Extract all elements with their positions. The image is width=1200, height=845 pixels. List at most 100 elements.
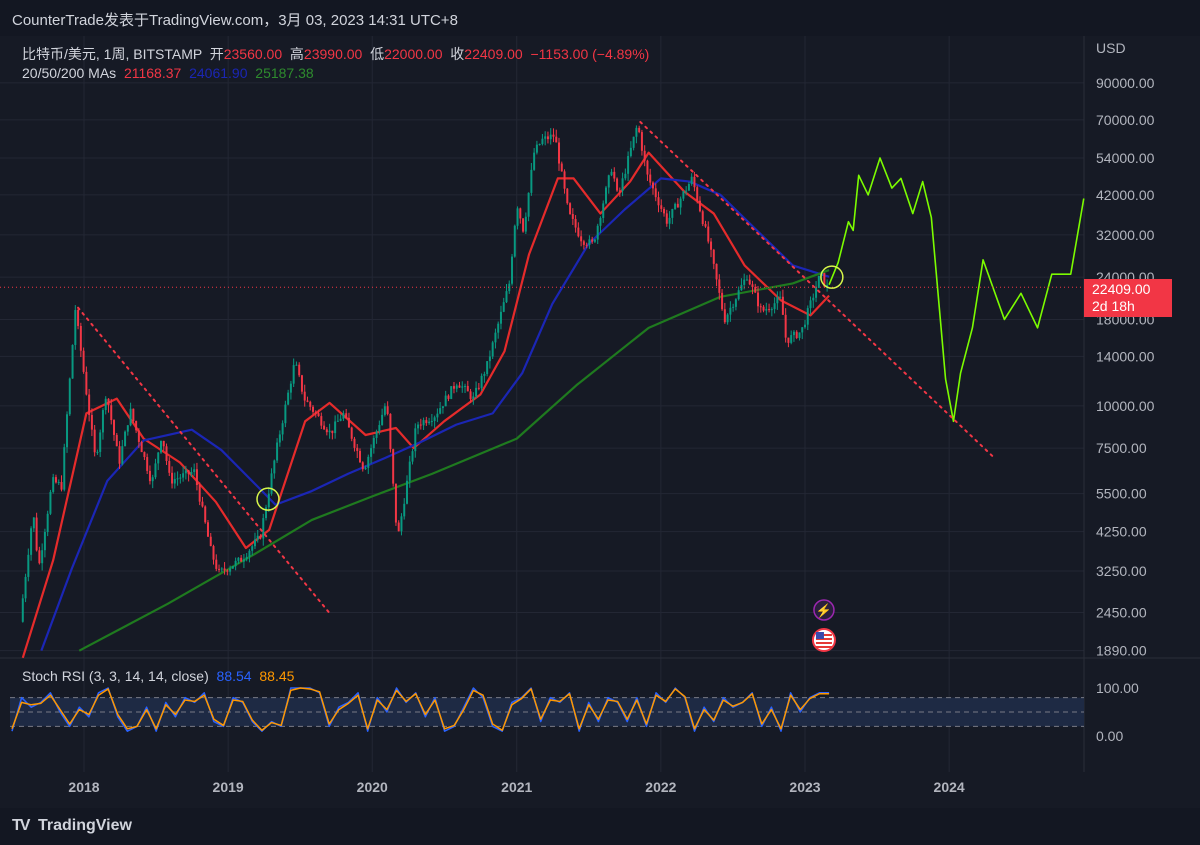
candle [795, 330, 798, 340]
candle [345, 408, 348, 419]
stoch-legend[interactable]: Stoch RSI (3, 3, 14, 14, close) 88.54 88… [22, 668, 294, 684]
candle [110, 398, 113, 425]
candle [350, 426, 353, 442]
us-flag-icon[interactable] [811, 628, 836, 652]
candle [54, 474, 57, 484]
candle [624, 168, 627, 181]
y-tick-label: 2450.00 [1096, 605, 1147, 621]
highlight-circle [256, 487, 280, 511]
candle [715, 263, 718, 287]
candle [762, 305, 765, 313]
tradingview-logo[interactable]: TV TradingView [12, 817, 132, 835]
candle [588, 235, 591, 249]
candle [323, 421, 326, 431]
candle [386, 401, 389, 416]
y-tick-label: 4250.00 [1096, 524, 1147, 540]
candle [79, 322, 82, 358]
candle [107, 398, 110, 413]
candle [524, 212, 527, 235]
candle [701, 209, 704, 227]
candle [74, 305, 77, 350]
candle [60, 475, 63, 492]
candle [151, 474, 154, 489]
brand-name: TradingView [38, 817, 132, 834]
candle [635, 125, 638, 144]
candle [124, 430, 127, 447]
stoch-y-tick-label: 0.00 [1096, 728, 1123, 744]
candle [154, 458, 157, 480]
candle [704, 220, 707, 228]
candle [690, 173, 693, 186]
candle [262, 513, 265, 546]
candle [815, 281, 818, 303]
y-tick-label: 10000.00 [1096, 398, 1155, 414]
projection-layer [828, 157, 1085, 423]
candle [21, 594, 24, 623]
candle [234, 557, 237, 571]
y-tick-label: 3250.00 [1096, 563, 1147, 579]
chart-area[interactable]: 1890.00 2450.00 3250.00 4250.00 5500.00 7500.… [0, 36, 1200, 808]
high-value: 23990.00 [303, 46, 363, 62]
open-label: 开 [209, 46, 224, 62]
candle [698, 196, 701, 213]
candle [784, 308, 787, 343]
candle [433, 415, 436, 429]
candle [182, 466, 185, 482]
candle [356, 444, 359, 459]
candle [425, 416, 428, 426]
candle [439, 402, 442, 415]
candle [768, 303, 771, 313]
lightning-icon[interactable]: ⚡ [813, 599, 835, 621]
candle [505, 284, 508, 304]
y-tick-label: 7500.00 [1096, 440, 1147, 456]
x-tick-label: 2019 [213, 779, 244, 795]
candle [198, 482, 201, 506]
candle [621, 172, 624, 197]
icon-layer: ⚡ [811, 599, 836, 652]
candle [414, 423, 417, 458]
x-tick-label: 2022 [645, 779, 676, 795]
candle [632, 136, 635, 151]
symbol-label[interactable]: 比特币/美元, 1周, BITSTAMP [22, 46, 202, 62]
y-tick-label: 90000.00 [1096, 75, 1155, 91]
candle [132, 408, 135, 424]
candle [826, 279, 829, 292]
chart-svg[interactable]: 1890.00 2450.00 3250.00 4250.00 5500.00 7500.… [0, 36, 1200, 808]
candle [792, 330, 795, 342]
candle [383, 403, 386, 417]
candle [176, 471, 179, 486]
candle [66, 411, 69, 453]
y-tick-label: 1890.00 [1096, 643, 1147, 659]
candle [674, 202, 677, 210]
candle [508, 280, 511, 294]
candle [372, 435, 375, 454]
candle [303, 384, 306, 407]
candle [776, 291, 779, 310]
candle [361, 461, 364, 472]
candle [533, 148, 536, 171]
candle [477, 382, 480, 391]
symbol-legend[interactable]: 比特币/美元, 1周, BITSTAMP 开23560.00 高23990.00… [22, 44, 649, 64]
candle [251, 544, 254, 556]
candle [339, 414, 342, 422]
candle [737, 286, 740, 301]
candle [57, 479, 60, 486]
candle [140, 440, 143, 453]
candle [312, 405, 315, 416]
last-price-tag: 22409.00 2d 18h [1084, 279, 1172, 317]
ma-label[interactable]: 20/50/200 MAs [22, 65, 117, 81]
candle [370, 444, 373, 464]
y-tick-label: 32000.00 [1096, 227, 1155, 243]
candle [710, 238, 713, 258]
candle [726, 313, 729, 325]
candle [403, 498, 406, 520]
ma-legend[interactable]: 20/50/200 MAs 21168.37 24061.90 25187.38 [22, 65, 314, 81]
candle-layer [21, 125, 829, 623]
stoch-label[interactable]: Stoch RSI (3, 3, 14, 14, close) [22, 668, 209, 684]
candle [759, 303, 762, 313]
candle [452, 382, 455, 394]
x-tick-label: 2021 [501, 779, 532, 795]
candle [394, 483, 397, 526]
candle [248, 549, 251, 563]
x-tick-label: 2023 [789, 779, 820, 795]
